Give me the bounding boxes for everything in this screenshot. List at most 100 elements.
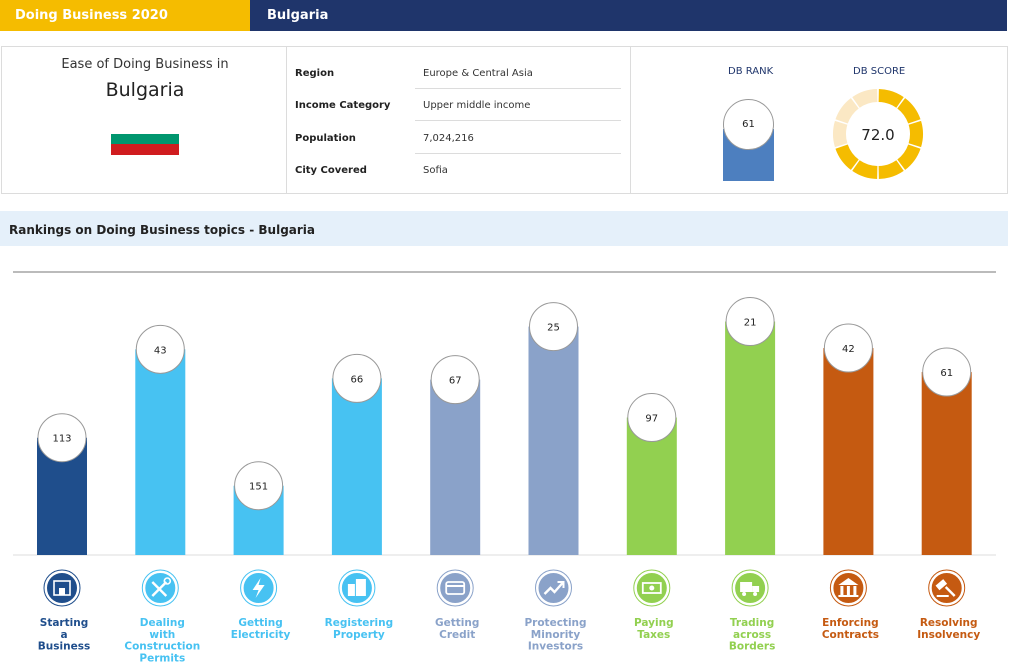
data-label-bubble	[823, 323, 873, 373]
data-label-bubble	[234, 461, 284, 511]
category-label: Getting Credit	[435, 617, 479, 641]
data-label: 97	[645, 414, 658, 425]
trend-up-icon	[536, 571, 571, 605]
country-title: Bulgaria	[250, 0, 1007, 31]
db-rank-value: 61	[723, 99, 774, 150]
donut-segment	[835, 144, 859, 170]
info-value: Upper middle income	[423, 99, 531, 111]
category-label: Registering Property	[325, 617, 393, 641]
donut-segment	[878, 89, 904, 108]
category-label: Enforcing Contracts	[822, 617, 879, 641]
info-panel: Region Europe & Central Asia Income Cate…	[286, 46, 631, 194]
data-label: 42	[842, 344, 855, 355]
icon-ring	[535, 569, 572, 607]
info-divider	[415, 120, 621, 121]
info-row-population: Population 7,024,216	[295, 122, 621, 154]
data-label: 113	[52, 434, 71, 445]
courthouse-icon-glyph	[838, 578, 859, 597]
tools-icon-glyph	[151, 577, 172, 597]
flag-stripe-white	[111, 123, 179, 134]
data-label: 67	[449, 376, 462, 387]
db-panel: DB RANK DB SCORE 61 72.0	[630, 46, 1008, 194]
db-score-title: DB SCORE	[853, 66, 906, 77]
icon-ring	[141, 569, 179, 607]
info-row-income: Income Category Upper middle income	[295, 89, 621, 121]
data-label: 151	[249, 482, 268, 493]
trend-up-icon-glyph	[543, 581, 565, 595]
icon-ring	[829, 569, 867, 607]
lightning-icon-glyph	[252, 578, 265, 598]
top-bar: Doing Business 2020 Bulgaria	[0, 0, 1007, 31]
category-label: Paying Taxes	[634, 617, 674, 641]
credit-card-icon	[438, 571, 473, 605]
donut-segment	[835, 98, 859, 124]
icon-ring	[338, 569, 376, 607]
data-label: 66	[351, 374, 364, 385]
db-score-donut: 72.0	[833, 89, 923, 179]
icon-ring	[43, 569, 81, 607]
info-divider	[415, 153, 621, 154]
data-label-bubble	[135, 324, 185, 374]
info-value: 7,024,216	[423, 132, 474, 144]
info-value: Europe & Central Asia	[423, 67, 533, 79]
donut-segment	[908, 120, 923, 148]
section-title: Rankings on Doing Business topics - Bulg…	[0, 211, 1008, 246]
data-label-bubble	[37, 413, 87, 463]
data-label-bubble	[529, 302, 578, 352]
info-key: Region	[295, 67, 335, 79]
data-label: 43	[154, 345, 167, 356]
chart-bar	[135, 349, 186, 555]
country-name: Bulgaria	[105, 79, 185, 101]
truck-icon-glyph	[740, 582, 760, 596]
flag-stripe-red	[111, 144, 179, 155]
donut-segment	[897, 144, 921, 170]
info-key: Population	[295, 132, 356, 144]
icon-ring	[731, 569, 769, 607]
ease-label: Ease of Doing Business in	[61, 57, 229, 72]
category-label: Starting a Business	[38, 617, 90, 653]
info-key: Income Category	[295, 99, 391, 111]
chart-bar	[823, 348, 874, 555]
donut-segment	[852, 89, 878, 108]
icon-ring	[633, 569, 671, 607]
data-label-bubble	[922, 347, 972, 397]
overview-panel: Ease of Doing Business in Bulgaria	[1, 46, 287, 194]
chart-bar	[921, 372, 972, 555]
data-label-bubble	[430, 355, 480, 405]
data-label: 61	[940, 368, 953, 379]
rankings-chart: 113 Starting a Business 43 Dealing with Constru…	[13, 271, 996, 664]
money-icon-glyph	[641, 582, 662, 594]
chart-bar	[331, 378, 382, 555]
info-key: City Covered	[295, 164, 367, 176]
data-label-bubble	[332, 353, 382, 403]
chart-bar	[528, 326, 579, 555]
info-row-city: City Covered Sofia	[295, 154, 621, 186]
category-label: Trading across Borders	[729, 617, 775, 653]
category-label: Resolving Insolvency	[917, 617, 980, 641]
icon-ring	[928, 569, 966, 607]
category-label: Getting Electricity	[231, 617, 291, 641]
data-label-bubble	[627, 393, 677, 443]
building-icon-glyph	[53, 580, 71, 596]
report-title: Doing Business 2020	[0, 0, 250, 31]
buildings-icon-glyph	[347, 579, 366, 596]
bulgaria-flag	[111, 123, 179, 155]
chart-bar	[725, 321, 776, 555]
donut-segment	[852, 160, 878, 179]
db-score-value: 72.0	[861, 126, 894, 144]
info-row-region: Region Europe & Central Asia	[295, 57, 621, 89]
donut-segment	[833, 120, 848, 148]
db-rank-title: DB RANK	[728, 66, 774, 77]
data-label: 21	[744, 318, 757, 329]
gavel-icon-glyph	[935, 579, 956, 597]
credit-card-icon-glyph	[445, 581, 466, 595]
data-label: 25	[547, 323, 560, 334]
donut-segment	[897, 98, 921, 124]
info-divider	[415, 88, 621, 89]
flag-stripe-green	[111, 133, 179, 145]
data-label-bubble	[725, 297, 775, 347]
donut-segment	[878, 160, 904, 179]
info-value: Sofia	[423, 164, 448, 176]
category-label: Dealing with Construction Permits	[124, 617, 200, 664]
category-label: Protecting Minority Investors	[524, 617, 586, 653]
